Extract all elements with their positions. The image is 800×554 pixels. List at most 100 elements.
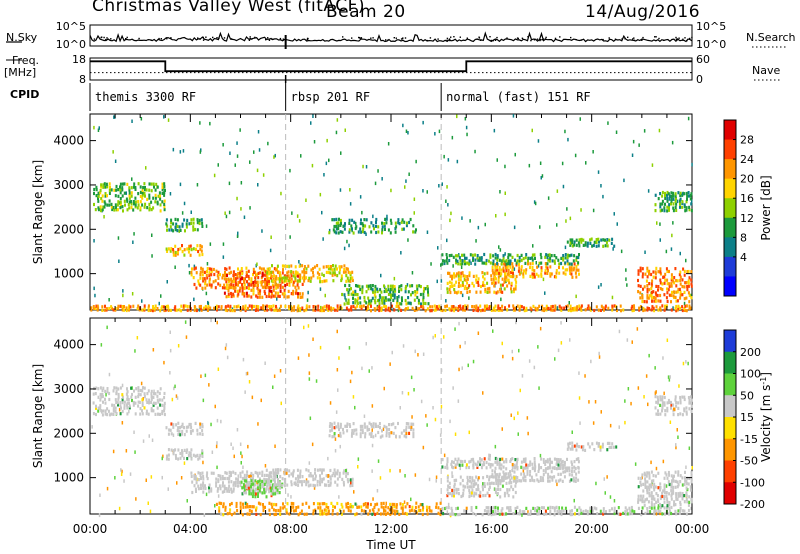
velocity-panel-echo — [312, 502, 315, 506]
velocity-panel-echo — [666, 476, 669, 480]
velocity-panel-echo — [679, 491, 682, 495]
velocity-panel-echo — [241, 476, 244, 481]
power-panel-echo — [368, 299, 371, 303]
power-panel-echo — [236, 234, 239, 238]
power-panel-echo — [499, 274, 502, 278]
velocity-panel-echo — [498, 460, 501, 464]
velocity-panel-echo — [214, 504, 216, 508]
velocity-panel-echo — [494, 487, 497, 491]
velocity-panel-echo — [676, 480, 679, 484]
velocity-panel-echo — [674, 398, 677, 402]
power-panel-echo — [511, 262, 514, 266]
velocity-panel-echo — [365, 342, 367, 346]
velocity-panel-echo — [514, 484, 517, 488]
velocity-panel-echo — [611, 442, 614, 446]
velocity-panel-echo — [107, 409, 110, 413]
power-panel-echo — [337, 227, 340, 231]
power-panel-echo — [294, 291, 297, 295]
power-panel-echo — [199, 270, 202, 274]
power-panel-echo — [533, 253, 536, 257]
velocity-panel-echo — [553, 466, 556, 470]
velocity-panel-echo — [254, 483, 256, 487]
velocity-panel-echo — [401, 508, 404, 512]
power-panel-echo — [276, 297, 278, 301]
power-panel-echo — [287, 304, 290, 309]
velocity-panel-echo — [273, 477, 276, 481]
power-panel-echo — [685, 258, 687, 263]
power-panel-echo — [681, 200, 684, 204]
power-panel-echo — [226, 308, 229, 313]
power-panel-echo — [201, 267, 204, 271]
velocity-panel-echo — [677, 483, 680, 487]
power-panel-echo — [393, 296, 396, 300]
velocity-panel-echo — [667, 470, 670, 475]
velocity-panel-echo — [657, 401, 660, 405]
nsearch-point — [544, 38, 547, 40]
power-panel-echo — [116, 208, 119, 212]
power-panel-echo — [664, 196, 667, 200]
velocity-panel-echo — [686, 500, 689, 504]
velocity-panel-echo — [297, 505, 300, 509]
velocity-panel-echo — [307, 480, 310, 484]
power-panel-echo — [391, 304, 393, 308]
power-panel-echo — [325, 270, 328, 274]
power-panel-echo — [248, 282, 250, 286]
power-panel-echo — [540, 261, 543, 265]
power-panel-echo — [639, 266, 642, 270]
velocity-panel-echo — [563, 460, 566, 465]
velocity-panel-echo — [321, 468, 324, 472]
power-panel-echo — [469, 219, 471, 223]
velocity-panel-echo — [112, 412, 115, 416]
nsearch-point — [268, 39, 271, 41]
power-panel-echo — [409, 284, 412, 288]
velocity-panel-echo — [679, 480, 682, 484]
power-panel-echo — [166, 224, 169, 228]
velocity-panel-echo — [150, 389, 153, 393]
power-panel-echo — [453, 309, 456, 313]
velocity-panel-echo — [321, 477, 324, 482]
power-panel-echo — [284, 284, 287, 288]
velocity-panel-echo — [670, 492, 673, 496]
power-panel-echo — [309, 279, 312, 283]
velocity-panel-echo — [685, 497, 688, 501]
power-panel-echo — [257, 283, 259, 287]
power-panel-echo — [301, 306, 304, 310]
velocity-panel-echo — [584, 509, 587, 513]
velocity-panel-echo — [606, 475, 608, 479]
velocity-panel-echo — [134, 349, 136, 353]
velocity-panel-echo — [479, 457, 481, 461]
velocity-colorbar-tick-label: -15 — [740, 433, 758, 446]
velocity-panel-echo — [266, 484, 269, 488]
power-panel-echo — [250, 283, 253, 287]
velocity-panel-echo — [351, 370, 353, 375]
power-panel-echo — [423, 286, 425, 291]
power-panel-echo — [303, 279, 306, 283]
velocity-panel-echo — [117, 403, 119, 407]
velocity-panel-echo — [325, 474, 328, 478]
velocity-panel-echo — [593, 506, 596, 510]
nsearch-point — [395, 37, 397, 39]
velocity-panel-echo — [338, 508, 341, 512]
velocity-panel-echo — [487, 506, 490, 510]
velocity-panel-echo — [499, 482, 502, 486]
velocity-panel-echo — [629, 509, 632, 513]
velocity-panel-echo — [191, 429, 194, 433]
velocity-panel-echo — [163, 406, 166, 410]
velocity-panel-echo — [553, 506, 556, 510]
velocity-panel-echo — [329, 422, 332, 426]
velocity-panel-echo — [161, 475, 163, 480]
power-panel-echo — [686, 284, 689, 289]
velocity-panel-echo — [337, 388, 339, 392]
velocity-panel-echo — [538, 506, 541, 510]
velocity-panel-echo — [650, 460, 652, 465]
power-panel-echo — [119, 206, 122, 210]
power-panel-echo — [673, 290, 675, 294]
velocity-panel-echo — [228, 470, 231, 474]
velocity-panel-echo — [510, 481, 513, 485]
velocity-panel-echo — [496, 492, 499, 496]
power-panel-echo — [237, 292, 240, 296]
power-panel-echo — [673, 276, 676, 280]
velocity-panel-echo — [443, 453, 446, 458]
velocity-panel-echo — [492, 481, 495, 485]
velocity-panel-echo — [435, 479, 437, 483]
